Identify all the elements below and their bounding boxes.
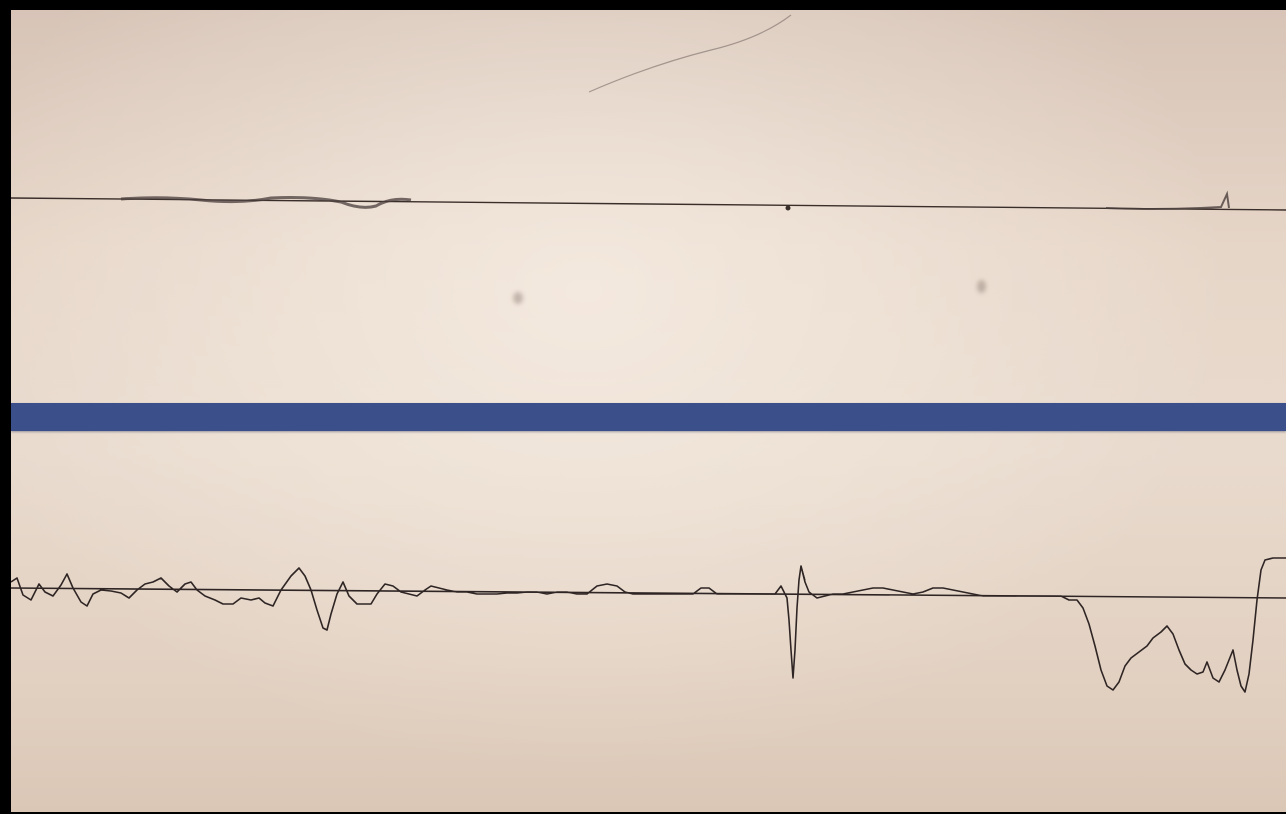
spike-spur [800, 565, 806, 581]
top-trace [11, 190, 1286, 211]
top-trace-dot [785, 205, 791, 211]
dust-spot [977, 280, 986, 293]
recorder-paper [11, 10, 1286, 812]
bottom-baseline [11, 587, 1286, 599]
dust-spot [513, 292, 523, 304]
top-trace-noise-right [1105, 190, 1230, 210]
top-trace-noise [120, 196, 412, 209]
bottom-trace [11, 557, 1286, 693]
bottom-signal [11, 557, 1286, 693]
stray-fibre [588, 14, 792, 93]
blue-band [11, 403, 1286, 431]
